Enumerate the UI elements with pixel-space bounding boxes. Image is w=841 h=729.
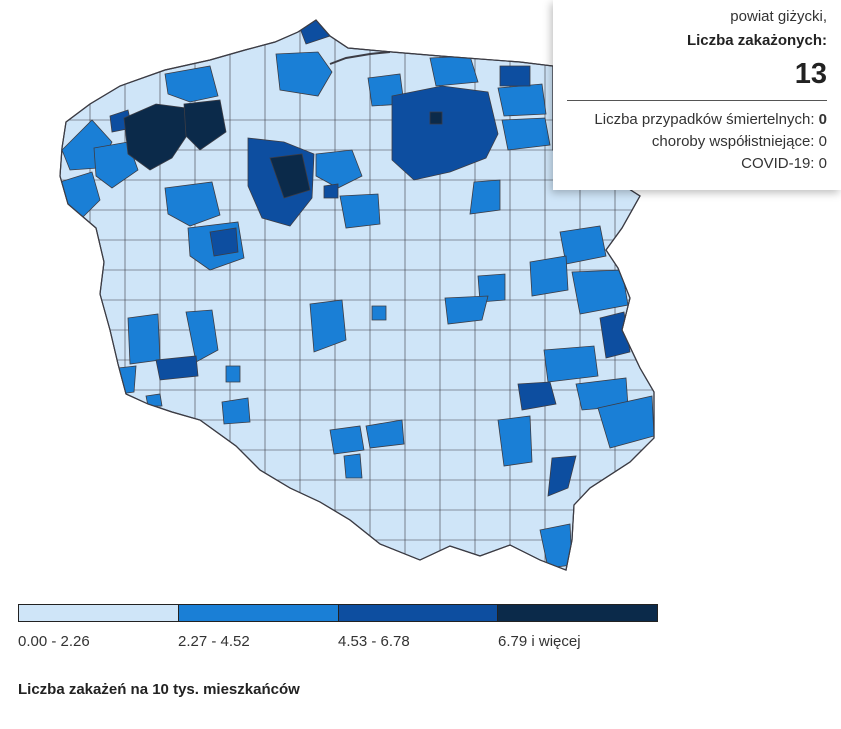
legend-label-2: 4.53 - 6.78 (338, 633, 410, 650)
tooltip-deaths-label: Liczba przypadków śmiertelnych: (594, 111, 815, 128)
legend-labels: 0.00 - 2.26 2.27 - 4.52 4.53 - 6.78 6.79… (18, 633, 658, 650)
tooltip-county-name: powiat giżycki, (730, 8, 827, 25)
legend-swatch-1 (178, 605, 339, 621)
counties-bin-4 (123, 99, 443, 199)
tooltip-comorbid-value: 0 (818, 133, 827, 150)
legend-label-0: 0.00 - 2.26 (18, 633, 90, 650)
legend-label-1: 2.27 - 4.52 (178, 633, 250, 650)
legend-swatch-3 (498, 605, 657, 621)
tooltip-deaths: Liczba przypadków śmiertelnych: 0 (567, 109, 827, 131)
legend-scale (18, 604, 658, 622)
tooltip-covid-label: COVID-19: (741, 155, 815, 172)
tooltip-cases-label: Liczba zakażonych: (686, 32, 827, 49)
hel-peninsula (329, 51, 391, 65)
tooltip-covid: COVID-19: 0 (567, 153, 827, 175)
tooltip-comorbid: choroby współistniejące: 0 (567, 131, 827, 153)
legend-swatch-2 (338, 605, 499, 621)
country-border (59, 19, 655, 571)
county-tooltip: powiat giżycki, Liczba zakażonych: 13 Li… (553, 0, 841, 190)
legend-swatch-0 (19, 605, 179, 621)
tooltip-divider (567, 100, 827, 101)
tooltip-cases-value: 13 (794, 58, 827, 90)
map-caption: Liczba zakażeń na 10 tys. mieszkańców (18, 681, 300, 698)
tooltip-covid-value: 0 (818, 155, 827, 172)
tooltip-comorbid-label: choroby współistniejące: (651, 133, 815, 150)
tooltip-deaths-value: 0 (818, 111, 827, 128)
legend-label-3: 6.79 i więcej (498, 633, 581, 650)
poland-counties-map (59, 19, 655, 571)
